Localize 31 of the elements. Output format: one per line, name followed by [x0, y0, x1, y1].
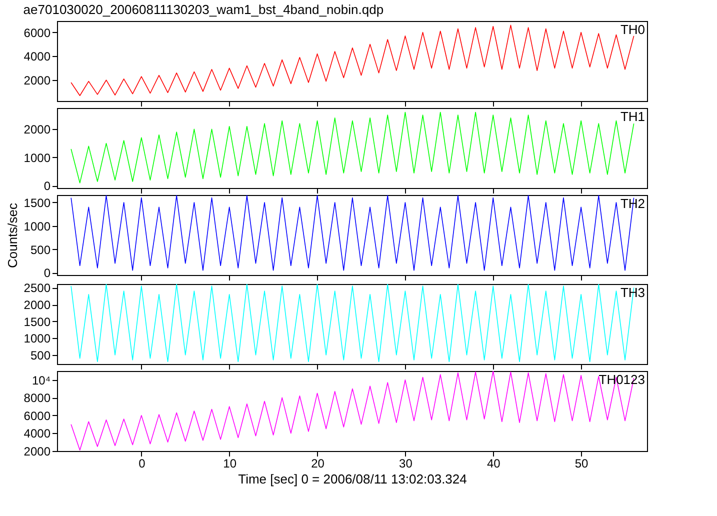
y-tick-label: 6000: [24, 26, 51, 40]
y-tick-label: 2000: [24, 74, 51, 88]
y-tick-label: 500: [30, 348, 51, 362]
y-tick-label: 1000: [24, 150, 51, 165]
x-tick-label: 30: [399, 456, 413, 470]
x-axis-title: Time [sec] 0 = 2006/08/11 13:02:03.324: [238, 472, 467, 486]
x-tick-label: 40: [486, 456, 501, 470]
y-tick-label: 2000: [24, 122, 51, 137]
y-tick-label: 1500: [24, 314, 51, 329]
y-tick-label: 2000: [24, 298, 51, 312]
y-tick-label: 2500: [24, 281, 51, 296]
y-tick-label: 2000: [24, 444, 51, 458]
y-axis-title: Counts/sec: [4, 202, 20, 268]
y-tick-label: 1000: [24, 219, 51, 234]
series-label: TH1: [620, 109, 645, 124]
y-tick-label: 4000: [24, 426, 51, 441]
x-tick-label: 20: [311, 456, 325, 470]
x-tick-label: 10: [223, 456, 237, 470]
y-tick-label: 4000: [24, 50, 51, 64]
x-tick-label: 0: [138, 456, 146, 470]
y-tick-label: 0: [44, 266, 51, 280]
x-tick-label: 50: [574, 456, 589, 470]
y-tick-label: 8000: [24, 391, 51, 406]
series-label: TH0: [620, 22, 645, 37]
y-tick-label: 0: [44, 179, 51, 194]
y-tick-label: 500: [30, 242, 51, 257]
chart-title: ae701030020_20060811130203_wam1_bst_4band_nobin.qdp: [23, 2, 384, 17]
y-tick-label: 1000: [24, 332, 51, 346]
y-tick-label: 6000: [24, 408, 51, 423]
y-tick-label: 10⁴: [32, 373, 50, 388]
y-tick-label: 1500: [24, 196, 51, 210]
